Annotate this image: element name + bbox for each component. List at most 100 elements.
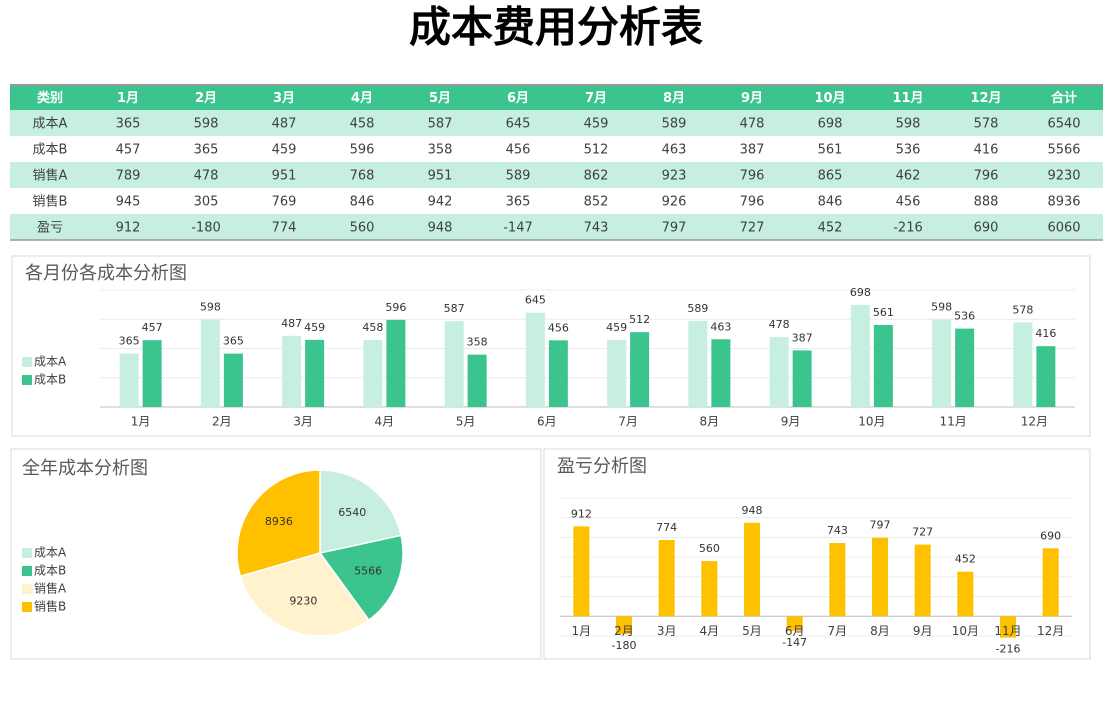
pie-slice xyxy=(319,469,403,554)
data-label: 596 xyxy=(385,301,406,314)
x-tick-label: 5月 xyxy=(456,415,476,429)
table-cell: -180 xyxy=(191,221,221,236)
header-cell: 11月 xyxy=(892,91,923,106)
data-label: 727 xyxy=(912,526,933,539)
table-cell: 926 xyxy=(662,195,687,210)
x-tick-label: 6月 xyxy=(537,415,557,429)
data-label: 598 xyxy=(931,301,952,314)
table-cell: 727 xyxy=(740,221,765,236)
pie-slice xyxy=(239,552,370,637)
table-cell: 9230 xyxy=(1047,169,1080,184)
data-label: 452 xyxy=(955,553,976,566)
table-cell: 416 xyxy=(974,143,999,158)
data-label: 478 xyxy=(769,318,790,331)
table-cell: 305 xyxy=(194,195,219,210)
data-label: 457 xyxy=(142,321,163,334)
x-tick-label: 8月 xyxy=(870,624,890,638)
table-header-bg xyxy=(10,85,1103,110)
x-tick-label: 4月 xyxy=(375,415,395,429)
data-label: 365 xyxy=(223,335,244,348)
data-label: 512 xyxy=(629,313,650,326)
header-cell: 5月 xyxy=(429,91,451,106)
data-label: 587 xyxy=(444,302,465,315)
table-cell: 6060 xyxy=(1047,221,1080,236)
bar xyxy=(444,321,464,407)
bar xyxy=(525,312,545,407)
chart-title: 全年成本分析图 xyxy=(22,458,148,479)
data-label: 536 xyxy=(954,310,975,323)
x-tick-label: 6月 xyxy=(785,624,805,638)
table-cell: 358 xyxy=(428,143,453,158)
table-cell: 589 xyxy=(506,169,531,184)
bar xyxy=(914,544,931,617)
x-tick-label: 12月 xyxy=(1021,415,1048,429)
bar xyxy=(200,319,220,407)
legend-label: 成本B xyxy=(34,373,66,387)
table-cell: 365 xyxy=(194,143,219,158)
data-label: 561 xyxy=(873,306,894,319)
x-tick-label: 3月 xyxy=(293,415,313,429)
header-cell: 8月 xyxy=(663,91,685,106)
table-cell: 596 xyxy=(350,143,375,158)
header-cell: 2月 xyxy=(195,91,217,106)
page-title: 成本费用分析表 xyxy=(409,3,703,52)
x-tick-label: 8月 xyxy=(700,415,720,429)
table-cell: 456 xyxy=(506,143,531,158)
data-label: 458 xyxy=(362,321,383,334)
pie-slice xyxy=(236,469,321,578)
table-cell: 8936 xyxy=(1047,195,1080,210)
chart-title: 盈亏分析图 xyxy=(557,456,647,477)
table-cell: 942 xyxy=(428,195,453,210)
x-tick-label: 2月 xyxy=(212,415,232,429)
x-tick-label: 9月 xyxy=(781,415,801,429)
bar xyxy=(711,339,731,407)
table-cell: 888 xyxy=(974,195,999,210)
bar xyxy=(1042,548,1059,617)
legend-label: 成本B xyxy=(34,564,66,578)
legend-swatch xyxy=(22,548,32,558)
x-tick-label: 12月 xyxy=(1037,624,1064,638)
legend-swatch xyxy=(22,357,32,367)
table-cell: 768 xyxy=(350,169,375,184)
header-cell: 9月 xyxy=(741,91,763,106)
data-label: 598 xyxy=(200,301,221,314)
table-cell: 645 xyxy=(506,117,531,132)
table-cell: 948 xyxy=(428,221,453,236)
x-tick-label: 3月 xyxy=(657,624,677,638)
table-cell: 945 xyxy=(116,195,141,210)
legend-swatch xyxy=(22,602,32,612)
bar xyxy=(873,324,893,407)
x-tick-label: 7月 xyxy=(828,624,848,638)
bar xyxy=(467,354,487,407)
table-cell: 846 xyxy=(350,195,375,210)
table-cell: 796 xyxy=(740,195,765,210)
legend-label: 销售A xyxy=(34,581,67,596)
bar xyxy=(1036,346,1056,407)
bar xyxy=(363,340,383,407)
x-tick-label: 1月 xyxy=(572,624,592,638)
header-cell: 12月 xyxy=(970,91,1001,106)
table-cell: 561 xyxy=(818,143,843,158)
header-cell: 1月 xyxy=(117,91,139,106)
bar xyxy=(786,616,803,631)
table-cell: 589 xyxy=(662,117,687,132)
header-cell: 类别 xyxy=(37,90,63,106)
table-cell: 459 xyxy=(272,143,297,158)
table-cell: 456 xyxy=(896,195,921,210)
table-cell: 478 xyxy=(740,117,765,132)
legend-label: 成本A xyxy=(34,546,67,560)
bar xyxy=(548,340,568,407)
table-cell: 769 xyxy=(272,195,297,210)
table-cell: -216 xyxy=(893,221,923,236)
table-cell: 923 xyxy=(662,169,687,184)
table-cell: 365 xyxy=(506,195,531,210)
data-label: 9230 xyxy=(289,595,317,608)
table-cell: 587 xyxy=(428,117,453,132)
x-tick-label: 11月 xyxy=(994,624,1021,638)
x-tick-label: 1月 xyxy=(131,415,151,429)
data-label: -216 xyxy=(996,643,1021,656)
row-bg xyxy=(10,214,1103,240)
x-tick-label: 11月 xyxy=(939,415,966,429)
table-cell: 796 xyxy=(974,169,999,184)
legend-swatch xyxy=(22,584,32,594)
